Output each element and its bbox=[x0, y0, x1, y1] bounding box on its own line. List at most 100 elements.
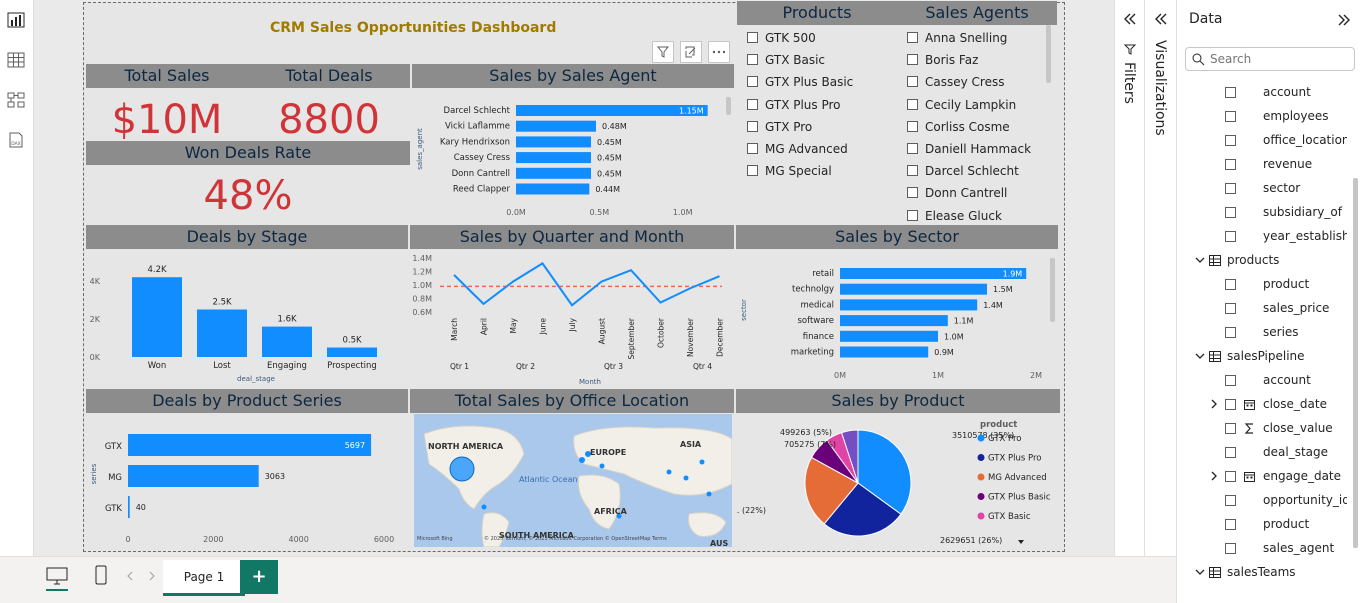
pie-slice[interactable] bbox=[857, 429, 912, 515]
checkbox[interactable] bbox=[747, 143, 758, 154]
field-checkbox[interactable] bbox=[1225, 399, 1236, 410]
checkbox[interactable] bbox=[907, 187, 918, 199]
bar[interactable] bbox=[128, 434, 372, 456]
checkbox[interactable] bbox=[747, 165, 758, 177]
checkbox[interactable] bbox=[907, 143, 918, 154]
checkbox[interactable] bbox=[747, 98, 758, 110]
field-checkbox[interactable] bbox=[1225, 231, 1236, 242]
field-checkbox[interactable] bbox=[1225, 495, 1236, 506]
checkbox[interactable] bbox=[907, 209, 918, 221]
bar[interactable] bbox=[262, 326, 312, 357]
field-checkbox[interactable] bbox=[1225, 519, 1236, 530]
field-checkbox[interactable] bbox=[1225, 375, 1236, 386]
bar[interactable] bbox=[197, 309, 247, 358]
legend-item[interactable]: GTX Plus Pro bbox=[988, 454, 1042, 464]
chevron-left-icon[interactable] bbox=[126, 571, 134, 581]
field-checkbox[interactable] bbox=[1225, 135, 1236, 146]
products-slicer-item[interactable]: MG Special bbox=[747, 162, 832, 180]
bar[interactable] bbox=[840, 283, 987, 295]
checkbox[interactable] bbox=[907, 54, 918, 66]
sales-by-sector-chart[interactable]: sector retail 1.9M technolgy 1.5M medical 1.4M… bbox=[736, 250, 1058, 386]
table-name[interactable]: products bbox=[1227, 253, 1280, 267]
field-name[interactable]: engage_date bbox=[1263, 469, 1342, 483]
chevron-right-icon[interactable] bbox=[1211, 399, 1219, 409]
bar[interactable] bbox=[840, 315, 948, 327]
checkbox[interactable] bbox=[907, 76, 918, 88]
chart-scrollbar[interactable] bbox=[726, 97, 731, 115]
bar[interactable] bbox=[516, 183, 590, 195]
bar[interactable] bbox=[516, 105, 708, 116]
agents-slicer-item[interactable]: Boris Faz bbox=[907, 51, 978, 69]
more-options-icon[interactable] bbox=[708, 41, 730, 63]
agents-slicer-item[interactable]: Daniell Hammack bbox=[907, 140, 1031, 158]
agents-slicer-item[interactable]: Donn Cantrell bbox=[907, 184, 1007, 202]
bar[interactable] bbox=[516, 152, 591, 164]
deals-by-series-chart[interactable]: series GTX 5697 MG 3063 GTK 40 0 2000 4000 6000 bbox=[86, 414, 408, 551]
field-checkbox[interactable] bbox=[1225, 111, 1236, 122]
checkbox[interactable] bbox=[907, 98, 918, 110]
checkbox[interactable] bbox=[907, 120, 918, 132]
sales-by-agent-chart[interactable]: sales_agent Darcel Schlecht 1.15M Vicki Laf… bbox=[412, 89, 734, 223]
sales-by-product-chart[interactable]: 3510578 (35%)2629651 (26%)2216... (22%)7… bbox=[736, 414, 1060, 551]
map-bubble[interactable] bbox=[579, 457, 585, 463]
filters-label[interactable]: Filters bbox=[1121, 62, 1137, 104]
field-name[interactable]: close_date bbox=[1263, 397, 1327, 411]
pie-slice[interactable] bbox=[840, 429, 859, 484]
legend-item[interactable]: GTX Plus Basic bbox=[988, 493, 1051, 503]
focus-mode-icon[interactable] bbox=[680, 41, 702, 63]
field-checkbox[interactable] bbox=[1225, 303, 1236, 314]
filters-pane-collapsed[interactable]: Filters bbox=[1114, 0, 1144, 556]
bar[interactable] bbox=[128, 496, 130, 518]
chevron-down-icon[interactable] bbox=[1195, 353, 1205, 361]
field-name[interactable]: close_value bbox=[1263, 421, 1333, 435]
search-box[interactable] bbox=[1185, 47, 1355, 71]
add-page-button[interactable]: + bbox=[240, 560, 278, 594]
agents-slicer-item[interactable]: Darcel Schlecht bbox=[907, 162, 1019, 180]
series-line[interactable] bbox=[453, 262, 720, 307]
map-bubble[interactable] bbox=[585, 451, 591, 457]
pie-slice[interactable] bbox=[823, 482, 902, 537]
data-pane-scrollbar[interactable] bbox=[1353, 178, 1358, 548]
field-name[interactable]: account bbox=[1263, 85, 1311, 99]
report-view-icon[interactable] bbox=[7, 12, 25, 28]
model-view-icon[interactable] bbox=[7, 92, 25, 108]
bar[interactable] bbox=[840, 346, 929, 358]
field-checkbox[interactable] bbox=[1225, 543, 1236, 554]
field-name[interactable]: sales_price bbox=[1263, 301, 1330, 315]
field-name[interactable]: deal_stage bbox=[1263, 445, 1328, 459]
products-slicer-item[interactable]: GTX Plus Pro bbox=[747, 96, 841, 114]
legend-item[interactable]: GTX Basic bbox=[988, 512, 1031, 522]
visualizations-pane-collapsed[interactable]: Visualizations bbox=[1144, 0, 1176, 556]
desktop-layout-icon[interactable] bbox=[46, 567, 68, 585]
bar[interactable] bbox=[840, 299, 978, 311]
legend-item[interactable]: GTX Pro bbox=[988, 434, 1022, 444]
field-name[interactable]: sales_agent bbox=[1263, 541, 1335, 555]
dax-query-icon[interactable]: DAX bbox=[7, 132, 25, 148]
field-checkbox[interactable] bbox=[1225, 447, 1236, 458]
bar[interactable] bbox=[516, 167, 591, 179]
agents-slicer-item[interactable]: Cassey Cress bbox=[907, 73, 1004, 91]
field-name[interactable]: revenue bbox=[1263, 157, 1313, 171]
tab-page-1[interactable]: Page 1 bbox=[163, 560, 245, 596]
bar[interactable] bbox=[132, 277, 182, 357]
field-checkbox[interactable] bbox=[1225, 207, 1236, 218]
legend-scroll-down-icon[interactable] bbox=[1018, 540, 1024, 544]
filter-icon[interactable] bbox=[652, 41, 674, 63]
products-slicer-item[interactable]: GTK 500 bbox=[747, 29, 816, 47]
agents-slicer-item[interactable]: Cecily Lampkin bbox=[907, 96, 1016, 114]
field-name[interactable]: product bbox=[1263, 517, 1310, 531]
map-bubble[interactable] bbox=[481, 504, 487, 510]
chevron-left-icon[interactable] bbox=[1123, 12, 1137, 26]
checkbox[interactable] bbox=[747, 32, 758, 43]
field-checkbox[interactable] bbox=[1225, 327, 1236, 338]
chevron-left-icon[interactable] bbox=[1154, 12, 1168, 26]
checkbox[interactable] bbox=[747, 76, 758, 88]
bar[interactable] bbox=[516, 120, 596, 132]
field-checkbox[interactable] bbox=[1225, 471, 1236, 482]
agents-slicer-item[interactable]: Corliss Cosme bbox=[907, 118, 1010, 136]
field-name[interactable]: sector bbox=[1263, 181, 1301, 195]
map-bubble[interactable] bbox=[699, 459, 705, 465]
map-bubble[interactable] bbox=[683, 475, 689, 481]
agents-slicer-item[interactable]: Anna Snelling bbox=[907, 29, 1007, 47]
field-name[interactable]: office_location bbox=[1263, 133, 1347, 147]
